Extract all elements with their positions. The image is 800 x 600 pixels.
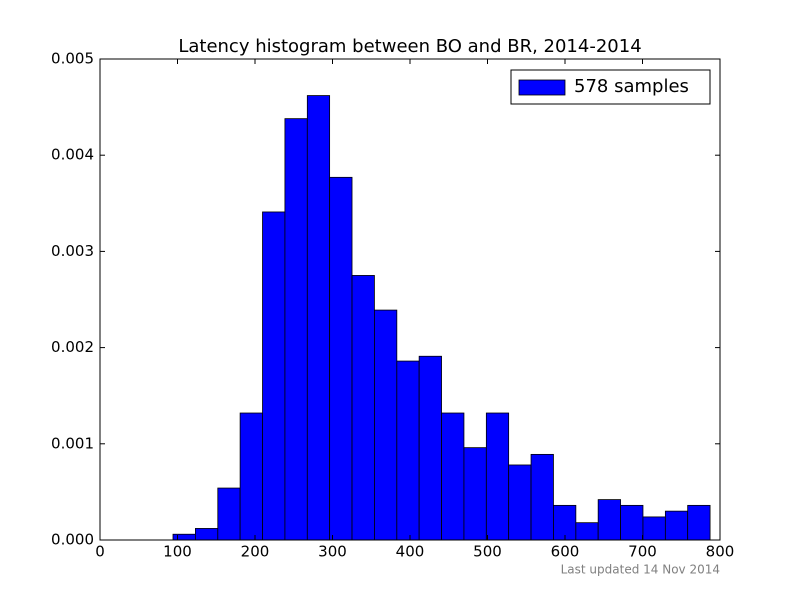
histogram-bar: [485, 412, 510, 541]
y-tick-label: 0.003: [51, 242, 94, 260]
histogram-bar: [374, 309, 398, 541]
histogram-bar: [642, 516, 666, 541]
histogram-bar: [508, 464, 532, 541]
histogram-bar: [351, 275, 375, 541]
histogram-bar: [597, 499, 621, 541]
histogram-bar: [172, 533, 196, 541]
histogram-bar: [530, 453, 554, 541]
histogram-bar: [217, 487, 241, 541]
histogram-bar: [575, 522, 599, 541]
footer: Last updated 14 Nov 2014: [561, 563, 720, 577]
x-tick-label: 400: [396, 543, 425, 561]
chart-title: Latency histogram between BO and BR, 201…: [178, 36, 641, 57]
x-tick-label: 100: [163, 543, 192, 561]
y-tick-label: 0.005: [51, 50, 94, 68]
histogram-bar: [396, 360, 420, 541]
y-tick-label: 0.001: [51, 434, 94, 452]
legend-label: 578 samples: [574, 76, 689, 97]
legend-swatch: [518, 79, 566, 96]
x-tick-label: 600: [551, 543, 580, 561]
y-tick-label: 0.002: [51, 338, 94, 356]
histogram-bar: [195, 528, 219, 541]
histogram-bar: [553, 504, 577, 541]
y-tick-label: 0.004: [51, 146, 94, 164]
histogram-bar: [463, 447, 487, 541]
histogram-bar: [441, 412, 465, 541]
y-tick-label: 0.000: [51, 531, 94, 549]
x-tick-label: 200: [241, 543, 270, 561]
histogram-bar: [418, 355, 442, 541]
histogram-bar: [664, 510, 689, 541]
histogram-bar: [239, 412, 263, 541]
histogram-bar: [284, 118, 308, 541]
x-tick-label: 300: [318, 543, 347, 561]
x-tick-label: 0: [95, 543, 105, 561]
x-tick-label: 500: [473, 543, 502, 561]
histogram-bar: [620, 504, 644, 541]
x-tick-label: 700: [628, 543, 657, 561]
x-tick-label: 800: [706, 543, 735, 561]
histogram-bar: [329, 176, 353, 541]
histogram-bar: [262, 211, 286, 541]
histogram-bar: [306, 95, 331, 541]
histogram-bar: [687, 504, 711, 541]
